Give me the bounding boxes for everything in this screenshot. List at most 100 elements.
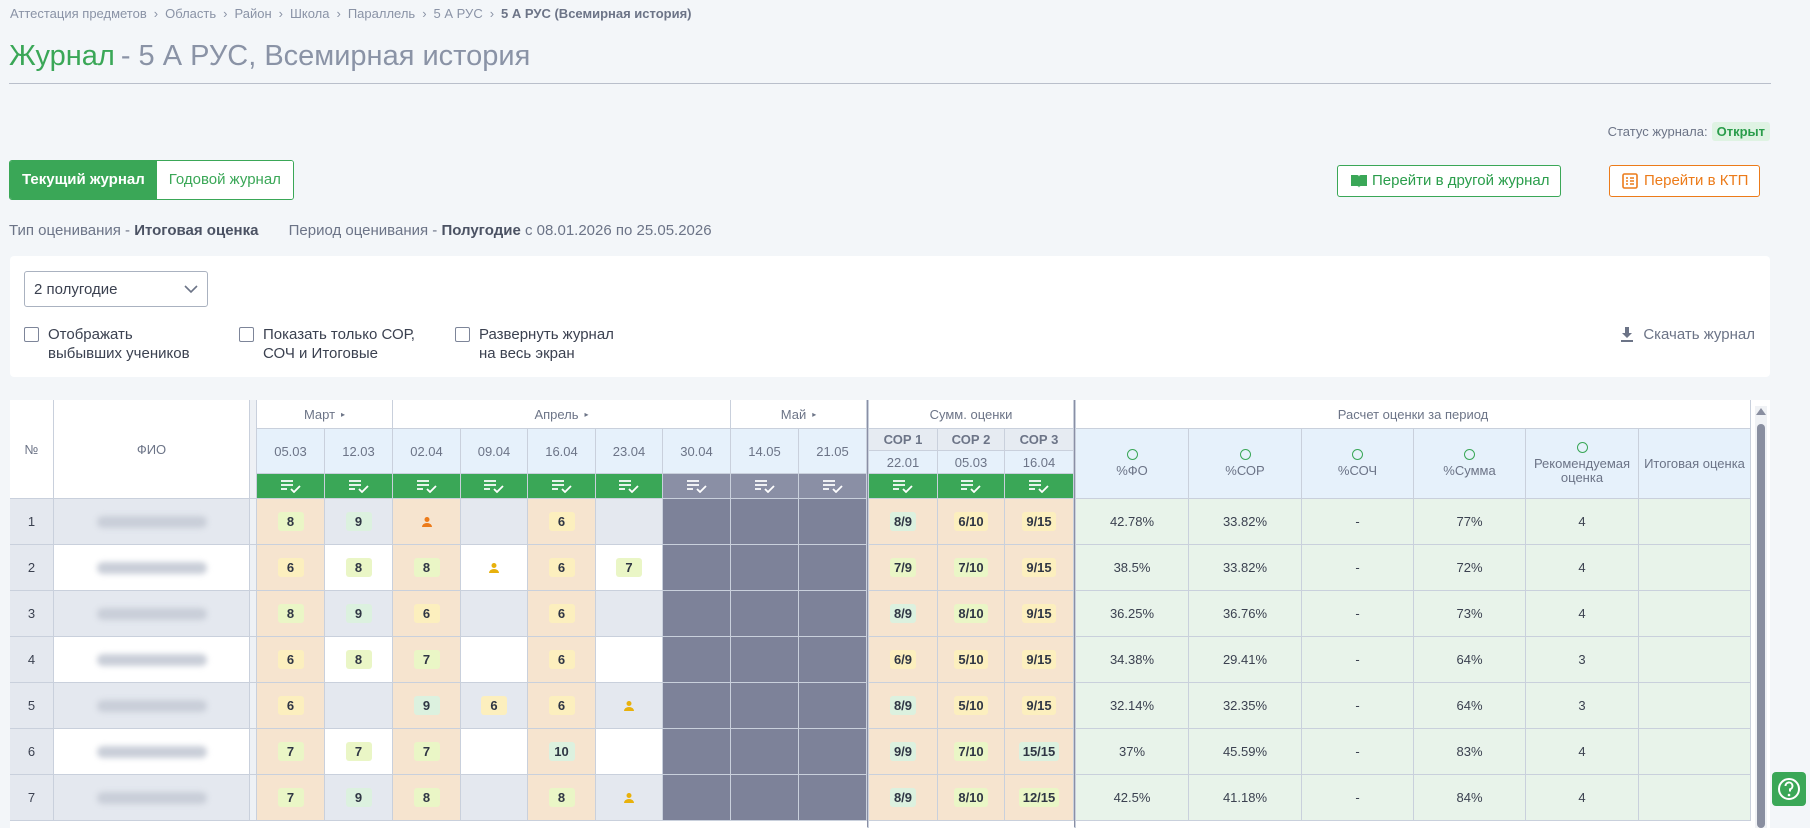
date-header: 14.05 [731,429,799,474]
checkbox[interactable]: Развернуть журнал на весь экран [455,325,614,363]
calc-cell: 4 [1526,591,1639,637]
separator: › [336,6,341,21]
period-select[interactable]: 2 полугодие [24,271,208,307]
mark-cell [731,591,799,637]
date-header: 02.04 [393,429,461,474]
row-number: 4 [10,637,54,683]
info-icon [1352,449,1363,460]
sor-mark: 8/10 [954,788,988,807]
sor-date: 16.04 [1005,451,1074,474]
mark: 6 [548,650,575,669]
calc-cell: 33.82% [1189,545,1302,591]
mark-cell: 8 [257,499,325,545]
column-action [461,474,528,499]
tab[interactable]: Годовой журнал [156,161,293,199]
sum-header: Сумм. оценки [869,400,1074,429]
absence-icon [421,516,432,527]
sor-cell: 9/15 [1005,545,1074,591]
sor-cell: 7/10 [938,729,1005,775]
calc-cell: - [1302,775,1414,821]
mark-cell [663,591,731,637]
calc-cell: 32.35% [1189,683,1302,729]
mark: 6 [548,558,575,577]
breadcrumb: Школа [289,6,330,21]
calc-cell: 64% [1414,637,1526,683]
sor-cell: 8/9 [869,683,938,729]
header-cell: № [10,400,54,499]
sor-mark: 9/9 [889,742,917,761]
calc-cell: 37% [1076,729,1189,775]
filter-panel [10,256,1770,377]
sor-cell: 15/15 [1005,729,1074,775]
button-label: Перейти в другой журнал [1372,172,1550,189]
gap [250,499,257,545]
month-header: Апрель [393,400,731,429]
sor-cell: 5/10 [938,637,1005,683]
checkbox[interactable]: Показать только СОР, СОЧ и Итоговые [239,325,415,363]
sor-cell: 8/10 [938,775,1005,821]
mark-cell: 7 [393,729,461,775]
calc-cell: 36.76% [1189,591,1302,637]
breadcrumb: Параллель [347,6,416,21]
gap [250,729,257,775]
mark: 6 [548,604,575,623]
name-blurred [96,745,207,758]
tab[interactable]: Текущий журнал [10,161,157,199]
calc-cell: - [1302,591,1414,637]
mark-cell [799,499,867,545]
mark-cell [596,591,663,637]
calc-column-header: Итоговая оценка [1639,429,1751,499]
mark-cell [663,637,731,683]
date-header: 09.04 [461,429,528,474]
mark-cell: 7 [257,729,325,775]
column-action [799,474,867,499]
sor-cell: 9/15 [1005,683,1074,729]
breadcrumb: 5 А РУС (Всемирная история) [501,6,692,21]
page-title: Журнал - 5 А РУС, Всемирная история [9,40,530,73]
calc-column-label: %Сумма [1443,463,1496,478]
journal-table: №ФИОМарт05.0312.03Апрель02.0409.0416.042… [10,400,1770,828]
mark-cell [461,729,528,775]
calc-cell [1639,729,1751,775]
calc-cell: - [1302,545,1414,591]
checkbox[interactable]: Отображать выбывших учеников [24,325,190,363]
calc-cell: 4 [1526,545,1639,591]
other-journal-button[interactable]: Перейти в другой журнал [1337,165,1562,197]
sor-mark: 7/9 [889,558,917,577]
mark-cell [596,499,663,545]
ktp-button[interactable]: Перейти в КТП [1609,165,1761,197]
mark-cell: 6 [528,499,596,545]
mark-cell: 8 [528,775,596,821]
calc-column-header: %СОЧ [1302,429,1414,499]
separator: › [422,6,427,21]
download-link[interactable]: Скачать журнал [1619,326,1755,343]
calc-cell: 3 [1526,683,1639,729]
sor-header: СОР 3 [1005,429,1074,451]
column-action [325,474,393,499]
column-action [663,474,731,499]
sor-mark: 12/15 [1018,788,1060,807]
mark-cell [731,499,799,545]
mark-cell: 8 [257,591,325,637]
status-label: Статус журнала: [1607,124,1708,139]
sor-mark: 8/9 [889,788,917,807]
info-icon [1464,449,1475,460]
calc-cell [1639,683,1751,729]
mark-cell [393,499,461,545]
mark: 9 [345,788,372,807]
mark-cell: 6 [257,683,325,729]
journal-status: Статус журнала: Открыт [1607,122,1770,141]
date-header: 21.05 [799,429,867,474]
mark: 6 [413,604,440,623]
mark: 7 [277,788,304,807]
checkbox-label: на весь экран [479,345,575,362]
mark: 6 [277,558,304,577]
mark-cell [663,683,731,729]
sor-mark: 9/15 [1022,650,1056,669]
calc-header: Расчет оценки за период [1076,400,1751,429]
sor-mark: 6/9 [889,650,917,669]
help-button[interactable] [1772,772,1806,806]
gap [250,591,257,637]
calc-cell: 38.5% [1076,545,1189,591]
calc-cell: 4 [1526,729,1639,775]
